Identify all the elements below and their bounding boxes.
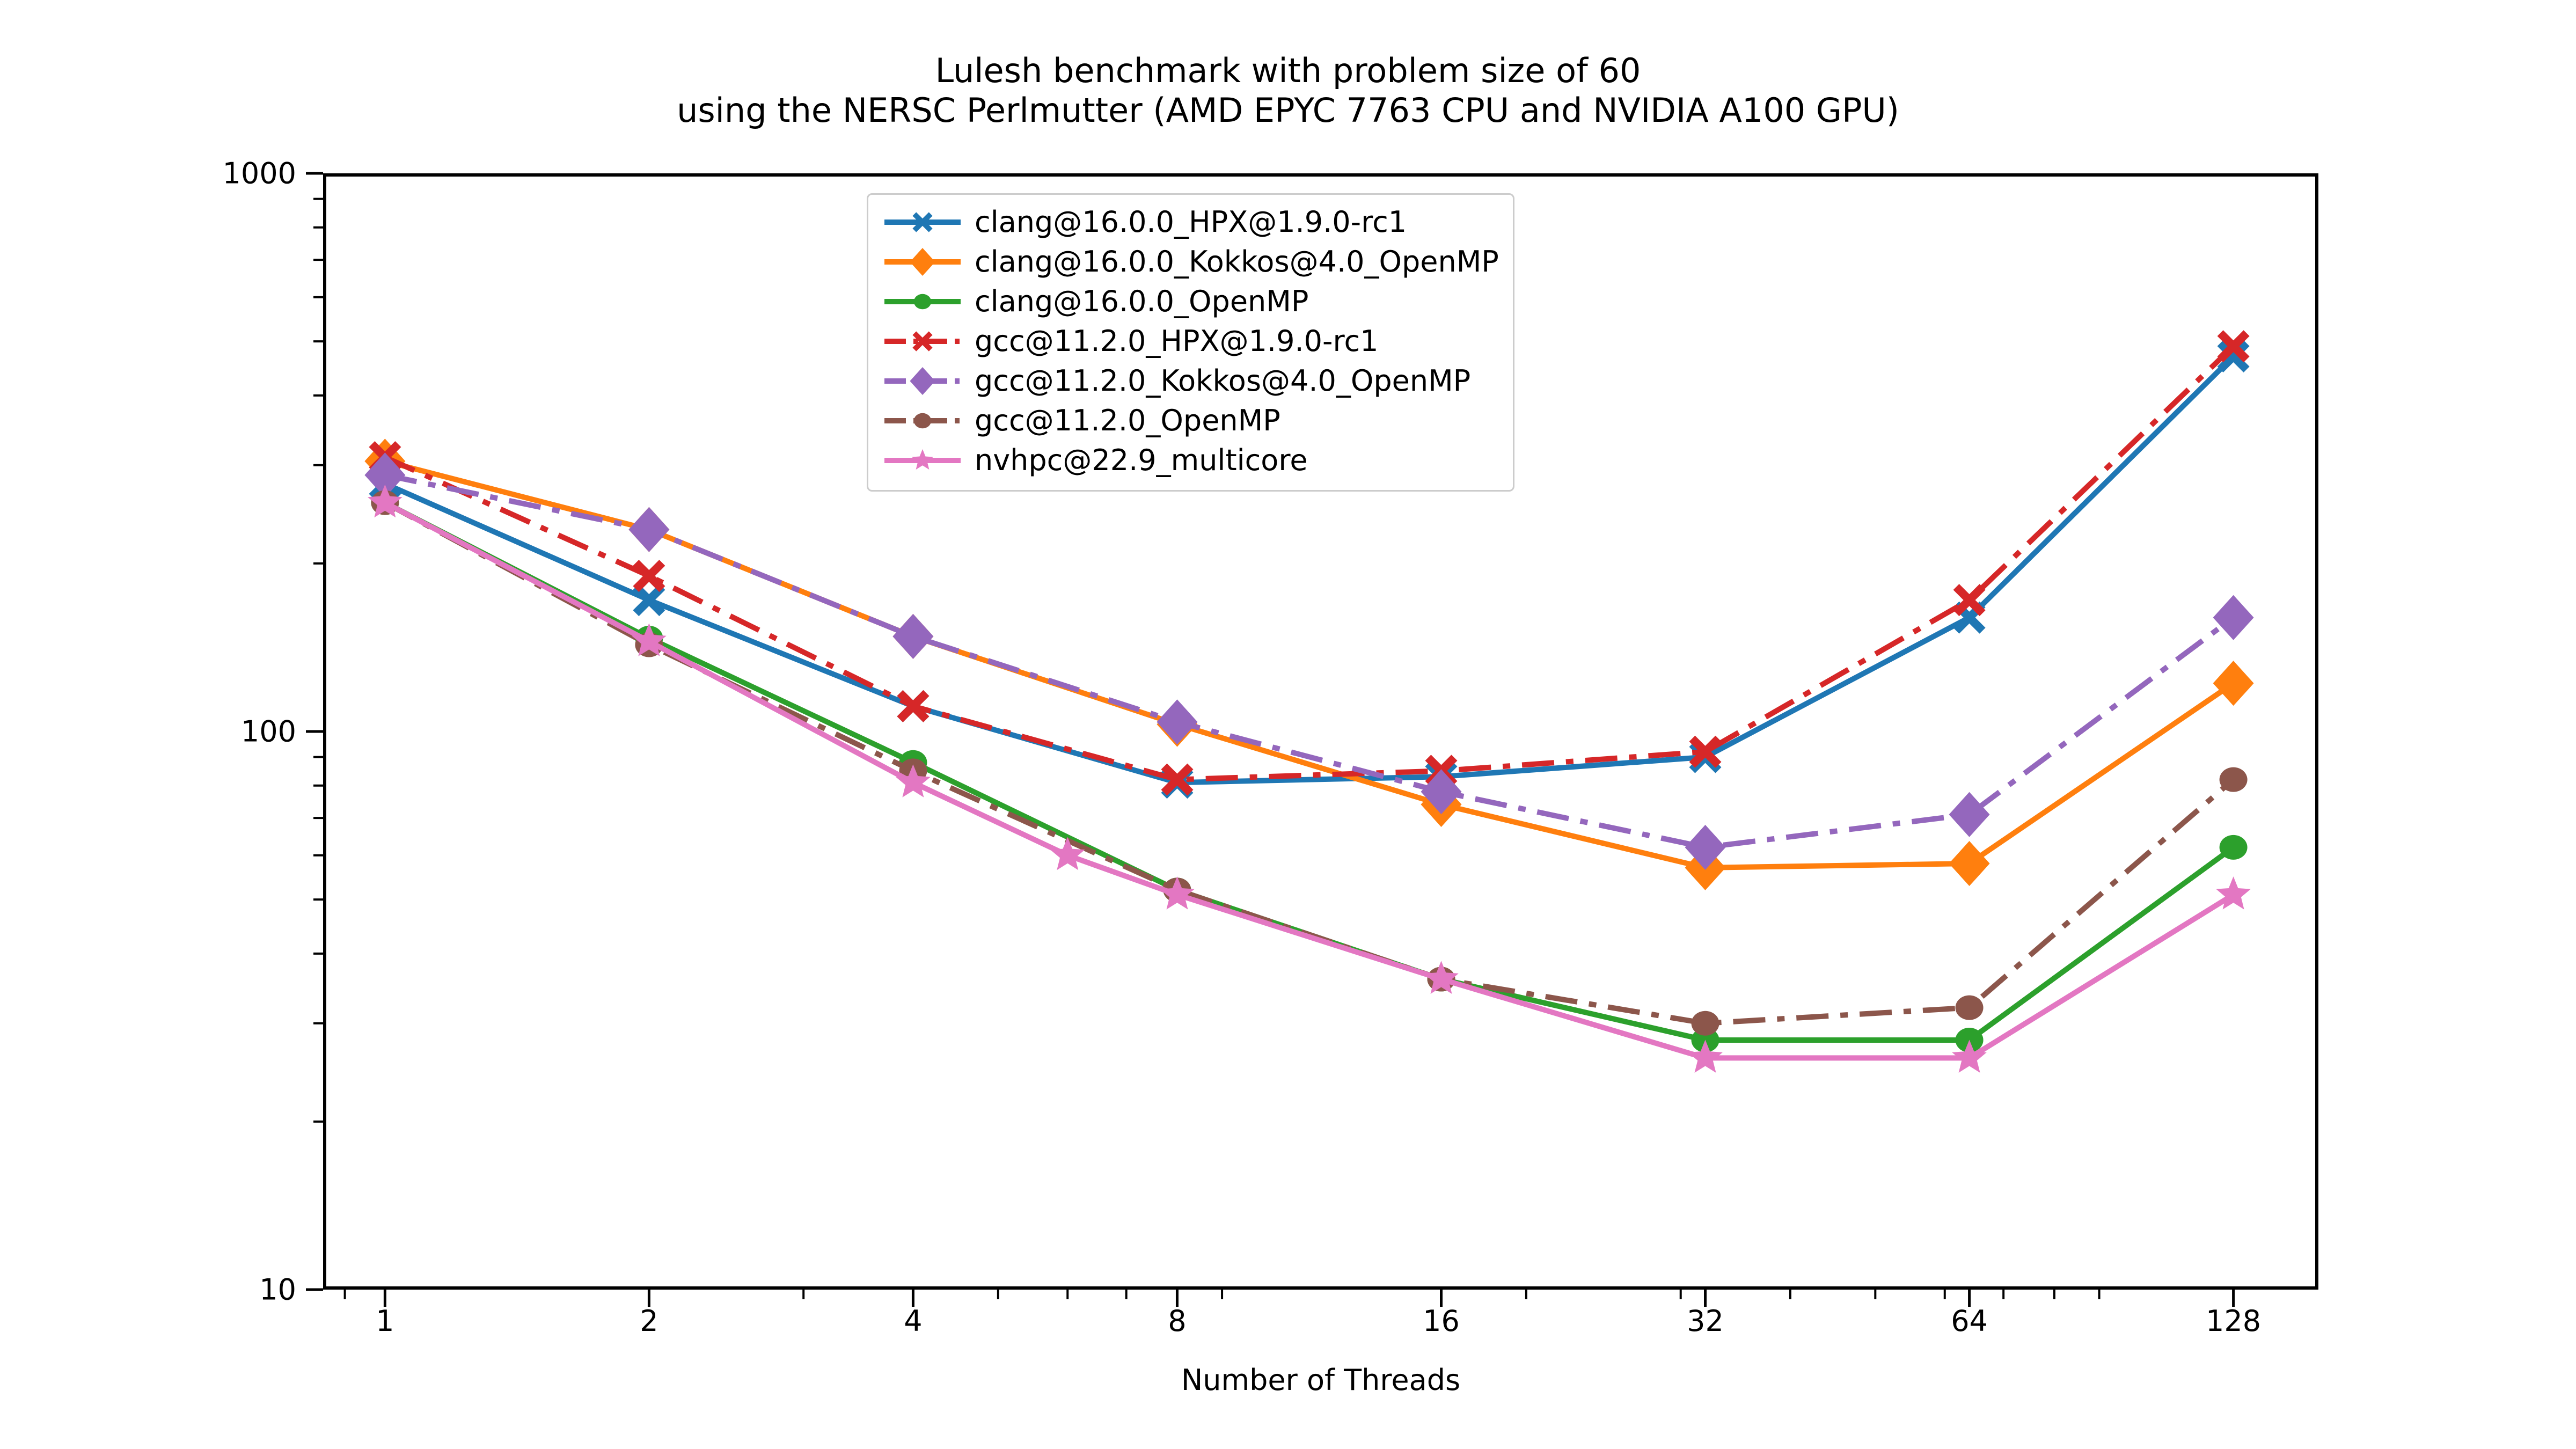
data-point-marker xyxy=(896,764,931,797)
data-point-marker xyxy=(897,690,930,722)
series-line xyxy=(384,344,2236,782)
data-point-marker xyxy=(1955,995,1984,1020)
data-point-marker xyxy=(1949,792,1990,837)
data-point-marker xyxy=(913,413,932,429)
data-point-marker xyxy=(2219,767,2248,792)
y-tick-label: 1000 xyxy=(222,156,296,191)
plot-axes-frame xyxy=(323,173,2318,1290)
data-point-marker xyxy=(2219,835,2248,860)
data-point-marker xyxy=(1949,841,1990,887)
data-point-marker xyxy=(1421,769,1462,815)
data-point-marker xyxy=(1160,876,1195,910)
chart-legend: clang@16.0.0_HPX@1.9.0-rc1 clang@16.0.0_K… xyxy=(867,193,1514,492)
data-point-marker xyxy=(2217,340,2250,372)
data-point-marker xyxy=(2217,330,2250,363)
data-point-marker xyxy=(1157,699,1198,745)
data-point-marker xyxy=(633,560,665,592)
series-line xyxy=(384,354,2236,786)
data-point-marker xyxy=(2213,661,2254,706)
data-point-marker xyxy=(1689,735,1722,768)
legend-label: gcc@11.2.0_OpenMP xyxy=(975,404,1280,437)
data-point-marker xyxy=(1691,1011,1719,1036)
data-point-marker xyxy=(368,484,402,518)
legend-label: gcc@11.2.0_HPX@1.9.0-rc1 xyxy=(975,324,1379,358)
series-4 xyxy=(364,452,2254,870)
x-tick-label: 1 xyxy=(376,1304,394,1338)
data-point-marker xyxy=(1953,584,1986,617)
legend-item-5[interactable]: gcc@11.2.0_OpenMP xyxy=(882,401,1499,441)
data-point-marker xyxy=(632,623,667,656)
legend-label: gcc@11.2.0_Kokkos@4.0_OpenMP xyxy=(975,364,1471,398)
axis-ticks xyxy=(306,172,2235,1307)
data-point-marker xyxy=(912,331,933,352)
x-tick-label: 16 xyxy=(1423,1304,1460,1338)
legend-item-0[interactable]: clang@16.0.0_HPX@1.9.0-rc1 xyxy=(882,202,1499,242)
x-tick-label: 8 xyxy=(1168,1304,1187,1338)
data-point-marker xyxy=(1688,1040,1723,1073)
data-point-marker xyxy=(1424,961,1459,994)
legend-label: clang@16.0.0_HPX@1.9.0-rc1 xyxy=(975,205,1407,239)
data-point-marker xyxy=(1050,837,1085,870)
data-point-marker xyxy=(892,613,934,659)
legend-item-3[interactable]: gcc@11.2.0_HPX@1.9.0-rc1 xyxy=(882,321,1499,361)
data-point-marker xyxy=(913,294,932,310)
y-tick-label: 100 xyxy=(240,714,296,749)
legend-item-2[interactable]: clang@16.0.0_OpenMP xyxy=(882,282,1499,321)
data-point-marker xyxy=(1161,763,1194,796)
x-tick-label: 4 xyxy=(904,1304,923,1338)
data-point-marker xyxy=(912,212,933,232)
x-tick-label: 32 xyxy=(1687,1304,1724,1338)
x-tick-label: 2 xyxy=(640,1304,658,1338)
chart-title: Lulesh benchmark with problem size of 60… xyxy=(677,51,1899,130)
x-axis-label: Number of Threads xyxy=(1181,1363,1461,1397)
data-point-marker xyxy=(1685,824,1726,870)
data-point-marker xyxy=(910,247,935,276)
legend-marker-icon xyxy=(882,365,963,397)
legend-marker-icon xyxy=(882,325,963,357)
legend-label: nvhpc@22.9_multicore xyxy=(975,443,1308,477)
x-tick-label: 128 xyxy=(2206,1304,2262,1338)
series-3 xyxy=(369,330,2250,796)
data-point-marker xyxy=(1952,1040,1987,1073)
data-point-marker xyxy=(911,449,934,470)
data-point-marker xyxy=(2216,876,2251,910)
legend-item-1[interactable]: clang@16.0.0_Kokkos@4.0_OpenMP xyxy=(882,242,1499,282)
series-line xyxy=(384,472,2235,850)
legend-marker-icon xyxy=(882,206,963,238)
data-point-marker xyxy=(628,507,670,552)
legend-label: clang@16.0.0_Kokkos@4.0_OpenMP xyxy=(975,245,1499,279)
data-point-marker xyxy=(633,584,665,617)
legend-label: clang@16.0.0_OpenMP xyxy=(975,284,1309,318)
legend-marker-icon xyxy=(882,286,963,318)
data-point-marker xyxy=(364,452,406,498)
legend-marker-icon xyxy=(882,405,963,437)
legend-marker-icon xyxy=(882,246,963,278)
legend-item-6[interactable]: nvhpc@22.9_multicore xyxy=(882,441,1499,480)
data-point-marker xyxy=(2213,595,2254,640)
legend-item-4[interactable]: gcc@11.2.0_Kokkos@4.0_OpenMP xyxy=(882,361,1499,401)
series-6 xyxy=(368,484,2251,1073)
legend-marker-icon xyxy=(882,444,963,477)
x-tick-label: 64 xyxy=(1951,1304,1988,1338)
y-tick-label: 10 xyxy=(259,1272,296,1307)
data-point-marker xyxy=(910,367,935,396)
